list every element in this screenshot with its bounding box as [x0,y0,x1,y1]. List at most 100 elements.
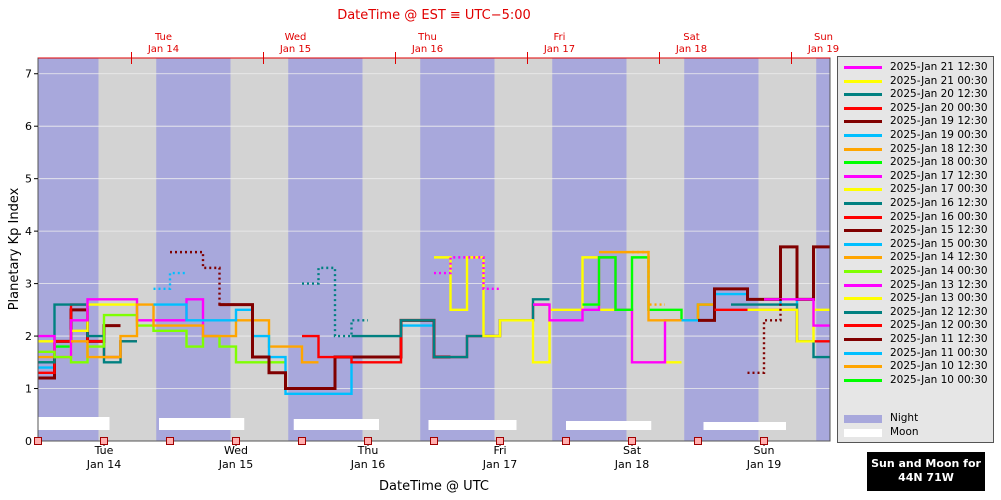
sun-marker [100,437,108,445]
legend-label: 2025-Jan 11 00:30 [890,346,988,359]
legend-entry: 2025-Jan 19 00:30 [842,129,992,143]
bottom-tick-day: Sat [623,444,642,457]
legend-swatch [844,378,882,382]
legend-swatch [844,134,882,137]
legend-swatch [844,106,882,110]
moon-bar [293,419,379,430]
legend-entry: 2025-Jan 12 12:30 [842,306,992,320]
legend-swatch [844,120,882,124]
bottom-tick-day: Sun [754,444,775,457]
bottom-tick-day: Wed [224,444,248,457]
legend-entry: 2025-Jan 11 00:30 [842,347,992,361]
legend-label: 2025-Jan 13 00:30 [890,292,988,305]
top-tick-date: Jan 19 [807,44,839,55]
moon-bar [428,420,517,430]
legend-entry: 2025-Jan 12 00:30 [842,319,992,333]
y-axis-label: Planetary Kp Index [7,187,22,310]
sun-moon-title: Sun and Moon for [871,457,981,470]
forecast-dots [153,245,797,374]
legend-label: 2025-Jan 21 12:30 [890,61,988,73]
legend-swatch [844,93,882,97]
legend-swatch [844,283,882,287]
sun-marker [364,437,372,445]
legend-label: 2025-Jan 20 00:30 [890,101,988,114]
bottom-tick-date: Jan 19 [746,458,781,471]
legend-label: 2025-Jan 16 12:30 [890,197,988,209]
legend-entry-night: Night [842,412,992,426]
y-tick-label: 5 [25,173,32,186]
top-tick-date: Jan 16 [411,44,443,55]
y-tick-label: 3 [25,278,32,291]
legend-label: 2025-Jan 16 00:30 [890,210,988,223]
legend-label: 2025-Jan 10 00:30 [890,373,988,386]
top-tick-date: Jan 14 [147,44,179,55]
top-tick-day: Sun [814,32,833,43]
legend-label: 2025-Jan 19 00:30 [890,129,988,141]
legend-label: 2025-Jan 15 00:30 [890,237,988,250]
legend-swatch [844,79,882,83]
forecast-dotted-line [153,271,187,291]
forecast-dotted-line [747,245,797,374]
x-axis-label: DateTime @ UTC [379,479,489,494]
legend-label: 2025-Jan 20 12:30 [890,88,988,101]
y-tick-label: 4 [25,225,32,238]
legend-label: 2025-Jan 10 12:30 [890,360,988,373]
legend-entry: 2025-Jan 10 00:30 [842,374,992,388]
legend-swatch [844,188,882,192]
legend-swatch [844,351,882,355]
legend-label: Moon [890,426,919,438]
legend-label: 2025-Jan 12 12:30 [890,305,988,318]
legend-swatch [844,215,882,219]
legend-label: 2025-Jan 18 00:30 [890,156,988,169]
moon-bar [566,421,652,430]
moon-bar [159,418,245,430]
legend-label: 2025-Jan 11 12:30 [890,333,988,345]
legend-entry: 2025-Jan 13 12:30 [842,279,992,293]
legend-swatch [844,338,882,341]
day-night-bands [38,58,830,441]
legend-swatch [844,297,882,301]
legend-entry: 2025-Jan 11 12:30 [842,333,992,347]
bottom-tick-date: Jan 14 [86,458,121,471]
top-tick-day: Fri [554,32,566,43]
night-band [420,58,495,441]
sun-marker [166,437,174,445]
sun-marker [562,437,570,445]
legend-label: 2025-Jan 12 00:30 [890,319,988,332]
sun-marker [34,437,42,445]
legend-swatch [844,256,882,260]
legend-label: 2025-Jan 17 00:30 [890,183,988,196]
y-tick-label: 6 [25,120,32,133]
legend-swatch [844,147,882,151]
sun-markers [34,437,768,445]
y-tick-label: 0 [25,435,32,448]
sun-marker [496,437,504,445]
legend-entry: 2025-Jan 14 00:30 [842,265,992,279]
moon-bars [38,417,786,430]
series-line [38,313,286,364]
legend-swatch [844,429,882,437]
bottom-tick-date: Jan 18 [614,458,649,471]
legend-label: Night [890,412,919,424]
sun-marker [628,437,636,445]
legend-entry: 2025-Jan 15 12:30 [842,224,992,238]
sun-marker [760,437,768,445]
legend-entry: 2025-Jan 17 00:30 [842,183,992,197]
night-band [288,58,363,441]
legend-label: 2025-Jan 14 12:30 [890,251,988,264]
forecast-dotted-line [302,266,368,338]
legend-label: 2025-Jan 18 12:30 [890,142,988,155]
series-line [764,298,830,327]
legend-swatch [844,66,882,69]
legend: 2025-Jan 21 12:30 2025-Jan 21 00:30 2025-J… [837,56,994,443]
night-band [156,58,231,441]
y-axis-ticks: 0 1 2 3 4 5 6 7 [25,68,38,448]
night-band [684,58,759,441]
legend-entry: 2025-Jan 10 12:30 [842,360,992,374]
legend-swatch [844,202,882,205]
night-band [552,58,627,441]
series-line [351,298,550,359]
sun-moon-location: 44N 71W [898,471,954,484]
top-tick-date: Jan 15 [279,44,311,55]
legend-entry: 2025-Jan 13 00:30 [842,292,992,306]
